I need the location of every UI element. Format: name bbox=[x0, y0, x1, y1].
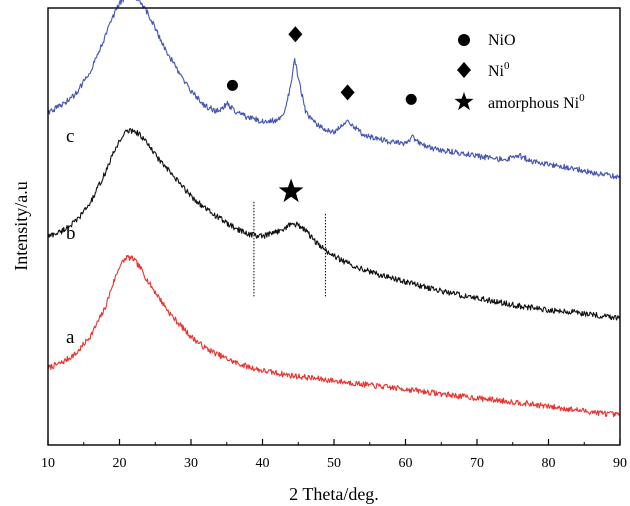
x-tick-label-70: 70 bbox=[470, 456, 484, 471]
legend-label-nio: NiO bbox=[488, 32, 516, 49]
ni-diamond-marker-1 bbox=[288, 26, 303, 43]
legend-label-ni: Ni0 bbox=[488, 60, 510, 80]
nio-circle-marker-3 bbox=[405, 93, 417, 105]
guide-lines bbox=[253, 200, 326, 297]
series-line-a bbox=[47, 254, 621, 418]
legend-diamond-icon bbox=[457, 62, 471, 78]
x-tick-label-30: 30 bbox=[184, 456, 198, 471]
y-axis-title: Intensity/a.u bbox=[11, 181, 31, 270]
legend-label-amorphous-text: amorphous Ni bbox=[488, 95, 580, 112]
legend-star-icon bbox=[454, 92, 474, 111]
x-axis-title: 2 Theta/deg. bbox=[289, 484, 379, 504]
plot-frame bbox=[47, 7, 621, 446]
x-tick-label-60: 60 bbox=[399, 456, 413, 471]
legend-label-amorphous-sup: 0 bbox=[579, 92, 585, 104]
x-tick-label-80: 80 bbox=[542, 456, 556, 471]
series-line-c bbox=[47, 0, 621, 180]
x-tick-label-40: 40 bbox=[256, 456, 270, 471]
x-tick-label-50: 50 bbox=[327, 456, 341, 471]
amorphous-star-marker-4 bbox=[278, 178, 304, 203]
series-line-b bbox=[47, 128, 621, 321]
legend-label-ni-text: Ni bbox=[488, 63, 505, 80]
chart-series-group bbox=[47, 0, 621, 418]
ni-diamond-marker-2 bbox=[340, 84, 355, 101]
x-axis-ticks: 10 20 30 40 50 60 70 80 90 bbox=[41, 439, 627, 471]
series-label-c: c bbox=[66, 126, 74, 147]
legend-circle-icon bbox=[458, 34, 470, 46]
legend: NiO Ni0 amorphous Ni0 bbox=[454, 32, 585, 112]
peak-markers bbox=[226, 26, 417, 203]
x-tick-label-20: 20 bbox=[113, 456, 127, 471]
series-label-b: b bbox=[66, 223, 76, 244]
nio-circle-marker-0 bbox=[226, 79, 238, 91]
legend-label-amorphous: amorphous Ni0 bbox=[488, 92, 585, 112]
x-tick-label-90: 90 bbox=[613, 456, 627, 471]
x-tick-label-10: 10 bbox=[41, 456, 55, 471]
legend-label-ni-sup: 0 bbox=[504, 60, 510, 72]
series-label-a: a bbox=[66, 327, 75, 348]
